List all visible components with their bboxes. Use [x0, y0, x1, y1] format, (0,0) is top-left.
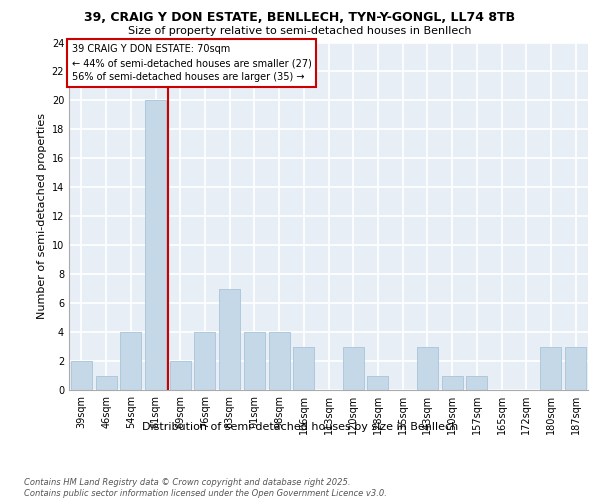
Bar [244, 332, 265, 390]
Text: Distribution of semi-detached houses by size in Benllech: Distribution of semi-detached houses by … [142, 422, 458, 432]
Bar [95, 376, 116, 390]
Bar [293, 346, 314, 390]
Text: 39 CRAIG Y DON ESTATE: 70sqm
← 44% of semi-detached houses are smaller (27)
56% : 39 CRAIG Y DON ESTATE: 70sqm ← 44% of se… [71, 44, 311, 82]
Bar [417, 346, 438, 390]
Bar [71, 361, 92, 390]
Text: 39, CRAIG Y DON ESTATE, BENLLECH, TYN-Y-GONGL, LL74 8TB: 39, CRAIG Y DON ESTATE, BENLLECH, TYN-Y-… [85, 11, 515, 24]
Bar [466, 376, 487, 390]
Bar [170, 361, 191, 390]
Bar [343, 346, 364, 390]
Bar [269, 332, 290, 390]
Bar [145, 100, 166, 390]
Bar [219, 288, 240, 390]
Y-axis label: Number of semi-detached properties: Number of semi-detached properties [37, 114, 47, 320]
Text: Size of property relative to semi-detached houses in Benllech: Size of property relative to semi-detach… [128, 26, 472, 36]
Bar [194, 332, 215, 390]
Bar [367, 376, 388, 390]
Bar [442, 376, 463, 390]
Bar [120, 332, 141, 390]
Bar [565, 346, 586, 390]
Bar [541, 346, 562, 390]
Text: Contains HM Land Registry data © Crown copyright and database right 2025.
Contai: Contains HM Land Registry data © Crown c… [24, 478, 387, 498]
